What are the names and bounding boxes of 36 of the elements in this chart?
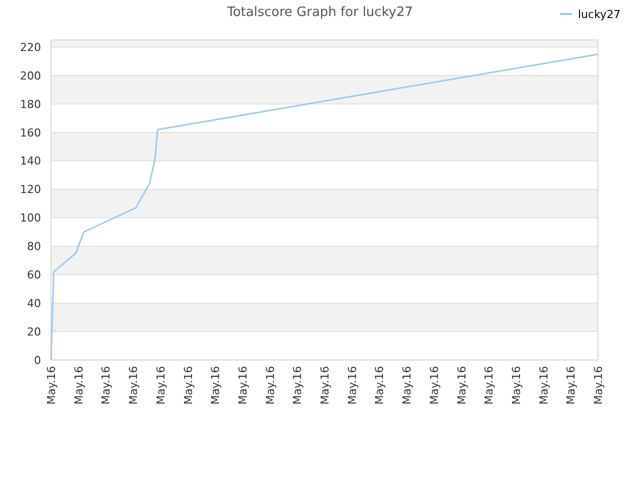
legend-label: lucky27: [578, 8, 621, 21]
y-tick-label: 120: [20, 183, 41, 196]
x-tick-label: May.16: [236, 366, 250, 405]
y-tick-label: 140: [20, 154, 41, 168]
x-tick-label: May.16: [537, 366, 550, 405]
x-tick-label: May.16: [318, 366, 332, 405]
x-tick-label: May.16: [291, 366, 304, 405]
x-tick-label: May.16: [510, 366, 523, 405]
x-tick-label: May.16: [564, 366, 578, 405]
y-tick-label: 160: [20, 126, 41, 140]
x-tick-label: May.16: [373, 366, 386, 405]
y-tick-label: 200: [20, 69, 41, 82]
y-tick-label: 220: [20, 40, 41, 54]
x-tick-label: May.16: [428, 366, 441, 405]
x-tick-label: May.16: [482, 366, 496, 405]
x-tick-label: May.16: [455, 366, 468, 405]
x-tick-label: May.16: [72, 366, 86, 405]
y-tick-label: 0: [34, 354, 41, 367]
y-tick-label: 80: [27, 240, 41, 254]
x-tick-label: May.16: [400, 366, 414, 405]
x-tick-label: May.16: [264, 366, 277, 405]
chart-title: Totalscore Graph for lucky27: [226, 5, 413, 20]
y-tick-label: 60: [27, 268, 41, 282]
x-tick-label: May.16: [100, 366, 113, 405]
x-tick-label: May.16: [127, 366, 140, 405]
line-series: [50, 53, 599, 361]
x-tick-label: May.16: [154, 366, 168, 405]
x-tick-label: May.16: [45, 366, 58, 405]
x-tick-label: May.16: [592, 366, 605, 405]
y-tick-label: 180: [20, 98, 41, 111]
x-tick-label: May.16: [182, 366, 195, 405]
x-tick-label: May.16: [346, 366, 359, 405]
y-tick-label: 40: [27, 296, 41, 310]
x-tick-label: May.16: [209, 366, 222, 405]
y-tick-label: 100: [20, 212, 41, 225]
y-tick-label: 20: [27, 325, 41, 338]
